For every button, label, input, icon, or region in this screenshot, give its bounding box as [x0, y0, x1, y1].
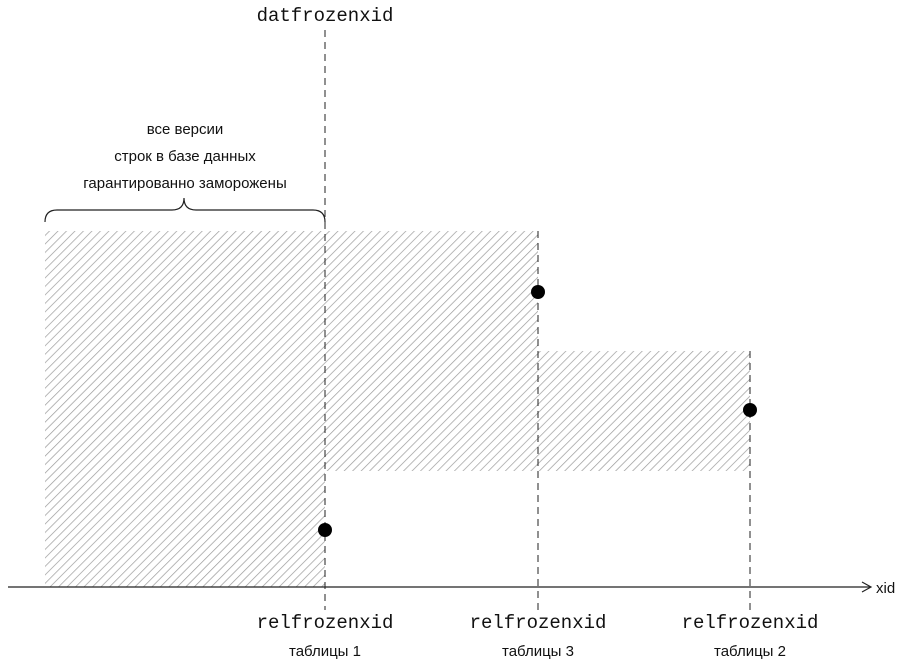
xid-axis-label: xid: [876, 580, 895, 597]
table-1-caption: таблицы 1: [289, 643, 361, 660]
datfrozenxid-label: datfrozenxid: [257, 5, 394, 27]
hatch-region-table-2: [538, 351, 750, 471]
frozen-note-line-3: гарантированно заморожены: [83, 175, 286, 192]
table-1-row-version-dot: [318, 523, 332, 537]
table-3-caption: таблицы 3: [502, 643, 574, 660]
relfrozenxid-label-table-1: relfrozenxid: [257, 612, 394, 634]
xid-axis-arrowhead: [861, 581, 873, 593]
relfrozenxid-label-table-2: relfrozenxid: [682, 612, 819, 634]
frozen-range-brace: [44, 197, 326, 223]
relfrozenxid-label-table-3: relfrozenxid: [470, 612, 607, 634]
table-2-row-version-dot: [743, 403, 757, 417]
table-2-caption: таблицы 2: [714, 643, 786, 660]
hatch-region-table-1: [45, 231, 325, 587]
frozen-note-line-1: все версии: [147, 121, 224, 138]
hatch-region-table-3: [325, 231, 538, 471]
table-3-row-version-dot: [531, 285, 545, 299]
frozen-note-line-2: строк в базе данных: [114, 148, 256, 165]
